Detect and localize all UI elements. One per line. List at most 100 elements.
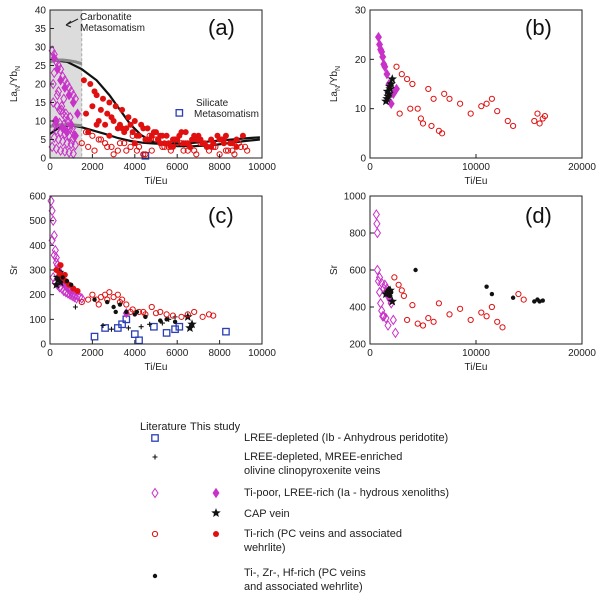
x-tick-label: 0	[367, 162, 373, 173]
point-ti-zr-hf-rich-this	[105, 299, 110, 305]
point-ti-rich-lit	[78, 140, 85, 147]
point-ti-poor-lit	[384, 320, 392, 331]
point-ti-rich-this	[106, 99, 113, 106]
point-ti-poor-lit	[70, 291, 78, 303]
point-ti-zr-hf-rich-this	[489, 291, 495, 297]
point-ti-rich-lit	[430, 95, 437, 102]
point-ti-rich-lit	[446, 95, 453, 102]
point-ti-rich-this	[112, 103, 119, 110]
point-ti-rich-lit	[419, 322, 427, 329]
point-ti-rich-lit	[180, 147, 187, 154]
point-ti-rich-lit	[89, 132, 96, 139]
point-ti-rich-this	[102, 121, 109, 128]
point-ti-rich-lit	[229, 147, 236, 154]
x-tick-label: 10000	[248, 348, 276, 359]
panel-a-points	[48, 45, 251, 160]
point-ti-rich-this	[129, 129, 136, 136]
point-ti-poor-this	[67, 119, 75, 130]
y-tick-label: 200	[349, 340, 366, 351]
y-tick-label: 400	[349, 303, 366, 314]
point-ti-rich-lit	[488, 95, 495, 102]
x-tick-label: 0	[47, 162, 53, 173]
point-ti-poor-this	[63, 126, 71, 138]
point-ti-zr-hf-rich-this	[111, 304, 116, 310]
point-ti-rich-lit	[417, 115, 424, 122]
point-ti-poor-lit	[49, 78, 57, 90]
y-tick-label: 10	[355, 104, 367, 115]
point-ti-zr-hf-rich-this	[172, 319, 178, 324]
point-ti-poor-lit	[59, 135, 67, 147]
point-ti-zr-hf-rich-this	[387, 293, 393, 299]
point-ti-poor-this	[53, 63, 61, 75]
point-ti-poor-lit	[54, 134, 63, 145]
x-tick-label: 0	[47, 348, 53, 359]
point-ti-rich-lit	[457, 305, 464, 312]
panel-b-xlabel: Ti/Eu	[465, 176, 488, 187]
point-lree-mree-enriched-lit	[147, 321, 153, 327]
point-ti-rich-lit	[140, 308, 147, 316]
x-tick-label: 10000	[462, 162, 490, 173]
point-ti-poor-this	[59, 123, 67, 134]
point-ti-rich-lit	[398, 287, 405, 294]
point-ti-rich-this	[229, 140, 236, 147]
x-tick-label: 4000	[124, 162, 147, 173]
point-ti-poor-lit	[68, 290, 76, 302]
point-ti-poor-lit	[372, 209, 380, 220]
point-ti-rich-lit	[438, 130, 446, 137]
point-ti-rich-lit	[467, 110, 474, 117]
point-cap-vein	[55, 277, 66, 287]
point-ti-rich-this	[100, 95, 106, 102]
point-ti-rich-lit	[419, 120, 427, 127]
y-tick-label: 30	[35, 43, 47, 54]
point-ti-rich-this	[125, 114, 132, 121]
point-ti-rich-this	[203, 143, 210, 150]
point-ti-rich-lit	[89, 291, 96, 298]
point-ti-rich-this	[157, 140, 164, 147]
legend-label-ti-zr-hf-2: and associated wehrlite)	[244, 581, 363, 593]
point-ti-rich-lit	[224, 147, 232, 154]
point-ti-rich-lit	[127, 143, 134, 150]
point-ti-rich-this	[93, 121, 100, 128]
point-ti-rich-this	[220, 140, 227, 147]
point-ti-rich-lit	[409, 80, 416, 88]
point-ti-poor-lit	[54, 85, 63, 97]
point-ti-rich-lit	[398, 71, 405, 78]
point-ti-rich-lit	[210, 312, 217, 319]
point-ti-rich-lit	[531, 117, 538, 125]
point-ti-rich-lit	[428, 122, 435, 130]
panel-b-ylabel: LaN/YbN	[329, 66, 342, 102]
point-ti-rich-lit	[152, 310, 160, 317]
point-cap-vein	[384, 81, 395, 91]
legend-symbol-ti-poor-lit	[151, 487, 159, 499]
point-ti-rich-this	[178, 129, 185, 136]
point-ti-rich-lit	[191, 147, 198, 154]
point-lree-depleted-lit	[135, 336, 143, 345]
point-ti-rich-lit	[163, 311, 170, 318]
point-ti-rich-this	[131, 140, 138, 147]
point-ti-rich-lit	[400, 292, 408, 299]
legend-header-this-study: This study	[190, 421, 241, 433]
y-tick-label: 200	[29, 290, 46, 301]
point-ti-poor-lit	[55, 104, 64, 116]
annotation-silicate: Silicate Metasomatism	[194, 98, 259, 120]
point-ti-rich-lit	[395, 281, 402, 288]
point-ti-rich-lit	[148, 303, 155, 311]
point-ti-rich-lit	[222, 147, 230, 154]
point-ti-rich-this	[148, 132, 155, 139]
point-ti-zr-hf-rich-this	[413, 267, 418, 273]
point-ti-poor-lit	[378, 277, 386, 289]
point-ti-rich-lit	[483, 100, 490, 107]
legend-symbols	[151, 434, 221, 579]
x-tick-label: 8000	[208, 162, 231, 173]
point-ti-poor-lit	[389, 314, 397, 326]
legend-symbol-cap-vein	[211, 508, 221, 517]
point-ti-rich-lit	[129, 306, 136, 313]
point-ti-rich-lit	[494, 108, 501, 115]
legend: Literature This study LREE-depleted (Ib …	[140, 421, 449, 593]
panel-a-xlabel: Ti/Eu	[145, 176, 168, 187]
point-lree-mree-enriched-lit	[72, 304, 78, 310]
x-tick-label: 6000	[166, 348, 189, 359]
point-ti-rich-lit	[85, 143, 92, 150]
point-ti-rich-lit	[391, 274, 398, 281]
point-ti-rich-this	[119, 106, 126, 113]
